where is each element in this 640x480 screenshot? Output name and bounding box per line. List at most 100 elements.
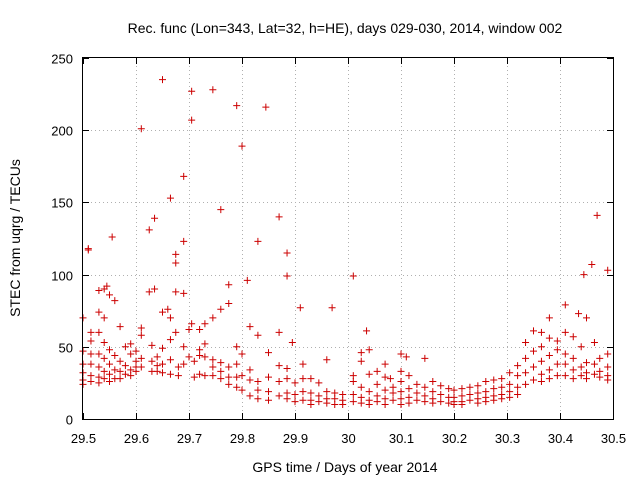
data-point <box>201 372 209 380</box>
data-point <box>137 363 145 371</box>
data-point <box>323 356 331 364</box>
data-point <box>381 386 389 394</box>
data-point <box>127 350 135 358</box>
data-point <box>577 343 585 351</box>
data-point <box>315 379 323 387</box>
data-point <box>132 367 140 375</box>
data-point <box>151 214 159 222</box>
data-point <box>561 360 569 368</box>
data-point <box>561 350 569 358</box>
data-point <box>474 382 482 390</box>
data-point <box>159 369 166 377</box>
data-point <box>180 172 188 180</box>
data-point <box>421 383 429 391</box>
data-point <box>201 340 209 348</box>
data-point <box>482 377 490 385</box>
data-point <box>437 398 445 406</box>
data-point <box>413 396 421 404</box>
data-point <box>87 328 95 336</box>
data-point <box>498 395 506 403</box>
data-point <box>577 372 585 380</box>
data-point <box>106 370 113 378</box>
data-point <box>185 353 193 361</box>
data-point <box>373 398 381 406</box>
x-tick-label: 30.4 <box>548 431 573 446</box>
data-point <box>166 194 174 202</box>
x-tick-label: 29.9 <box>283 431 308 446</box>
data-point <box>429 377 437 385</box>
data-point <box>209 363 217 371</box>
data-point <box>466 396 474 404</box>
data-point <box>111 297 119 305</box>
data-point <box>514 372 522 380</box>
data-point <box>275 213 283 221</box>
data-point <box>397 401 405 409</box>
data-point <box>596 354 604 362</box>
data-point <box>188 320 196 328</box>
x-tick-label: 30.5 <box>601 431 626 446</box>
data-point <box>583 375 590 383</box>
data-point <box>87 377 95 385</box>
data-point <box>159 360 166 368</box>
data-point <box>593 211 601 219</box>
data-point <box>159 308 166 316</box>
data-point <box>100 354 108 362</box>
data-point <box>490 396 498 404</box>
data-point <box>233 373 241 381</box>
data-point <box>217 359 225 367</box>
data-point <box>95 328 103 336</box>
x-tick-label: 30.2 <box>442 431 467 446</box>
data-point <box>106 360 113 368</box>
data-point <box>397 388 405 396</box>
data-point <box>506 393 514 401</box>
y-tick-label: 250 <box>51 52 73 67</box>
data-point <box>225 281 233 289</box>
data-point <box>243 276 251 284</box>
data-point <box>553 360 561 368</box>
data-point <box>590 338 598 346</box>
data-point <box>389 396 397 404</box>
data-point <box>137 331 145 339</box>
data-point <box>522 369 530 377</box>
data-point <box>307 389 315 397</box>
data-point <box>233 383 241 391</box>
data-point <box>103 282 111 290</box>
data-point <box>116 375 124 383</box>
data-point <box>450 401 458 409</box>
data-point <box>545 375 553 383</box>
data-point <box>137 324 145 332</box>
data-point <box>530 376 537 384</box>
data-point <box>196 351 204 359</box>
data-point <box>225 299 233 307</box>
y-tick-labels: 0 50 100 150 200 250 <box>51 52 73 428</box>
data-point <box>188 87 196 95</box>
data-point <box>108 233 116 241</box>
plot-frame <box>82 57 614 420</box>
data-point <box>537 357 545 365</box>
data-point <box>357 357 365 365</box>
data-point <box>254 331 262 339</box>
data-point <box>217 206 225 214</box>
data-point <box>474 399 482 407</box>
x-tick-labels: 29.5 29.6 29.7 29.8 29.9 30 30.1 30.2 30.3 30.4 30… <box>71 431 626 446</box>
x-tick-label: 30.3 <box>495 431 520 446</box>
data-point <box>145 226 153 234</box>
data-point <box>196 325 204 333</box>
data-point <box>265 349 272 357</box>
data-point <box>569 366 577 374</box>
data-point <box>246 392 254 400</box>
data-point <box>381 360 389 368</box>
data-point <box>490 376 498 384</box>
data-point <box>553 337 561 345</box>
data-point <box>153 367 161 375</box>
data-point <box>530 347 537 355</box>
data-point <box>402 353 410 361</box>
data-point <box>537 328 545 336</box>
data-point <box>445 399 453 407</box>
data-point <box>514 390 522 398</box>
y-tick-label: 100 <box>51 269 73 284</box>
data-point <box>545 351 553 359</box>
data-point <box>148 341 156 349</box>
data-point <box>283 395 291 403</box>
data-point <box>95 363 103 371</box>
